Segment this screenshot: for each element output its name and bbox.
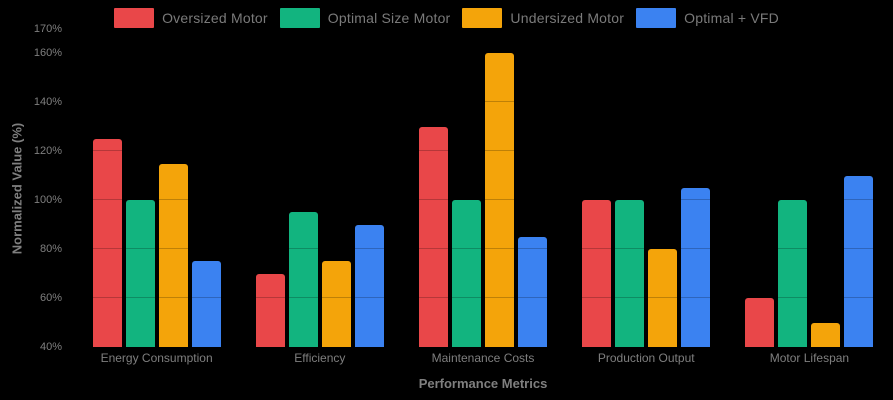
x-axis-title: Performance Metrics — [418, 376, 548, 391]
bar-group-motor-lifespan — [728, 29, 891, 347]
legend-swatch-optimal-size-motor — [279, 8, 320, 28]
bar-undersized-motor-efficiency[interactable] — [321, 261, 351, 347]
legend-label: Undersized Motor — [510, 10, 625, 26]
bar-optimal-size-motor-efficiency[interactable] — [288, 212, 318, 347]
bar-undersized-motor-motor-lifespan[interactable] — [811, 322, 841, 347]
legend-swatch-optimal-vfd — [636, 8, 677, 28]
y-tick-label: 160% — [33, 47, 62, 60]
bar-optimal-vfd-motor-lifespan[interactable] — [844, 175, 874, 347]
bar-oversized-motor-energy-consumption[interactable] — [92, 139, 122, 347]
bar-optimal-vfd-efficiency[interactable] — [354, 224, 384, 347]
bar-undersized-motor-production-output[interactable] — [648, 249, 678, 347]
legend-item-optimal-vfd[interactable]: Optimal + VFD — [636, 8, 779, 28]
bar-group-production-output — [565, 29, 728, 347]
bar-oversized-motor-production-output[interactable] — [582, 200, 612, 347]
plot-area — [75, 28, 891, 347]
legend-label: Optimal + VFD — [684, 10, 779, 26]
bar-optimal-vfd-production-output[interactable] — [681, 188, 711, 347]
bar-groups — [75, 29, 891, 347]
bar-oversized-motor-maintenance-costs[interactable] — [419, 126, 448, 347]
legend-item-oversized-motor[interactable]: Oversized Motor — [114, 8, 268, 28]
bar-group-energy-consumption — [75, 29, 238, 347]
y-tick-label: 60% — [39, 292, 62, 305]
legend-item-optimal-size-motor[interactable]: Optimal Size Motor — [279, 8, 451, 28]
bar-oversized-motor-motor-lifespan[interactable] — [745, 298, 775, 347]
bar-optimal-size-motor-energy-consumption[interactable] — [125, 200, 155, 347]
y-tick-label: 100% — [33, 194, 62, 207]
x-axis-category-labels: Energy Consumption Efficiency Maintenance … — [75, 351, 891, 365]
y-tick-label: 140% — [33, 96, 62, 109]
y-tick-label: 170% — [33, 23, 62, 35]
x-category-label-production-output: Production Output — [597, 351, 695, 365]
chart-legend: Oversized Motor Optimal Size Motor Undersi… — [0, 8, 893, 28]
y-tick-label: 40% — [39, 341, 62, 353]
bar-undersized-motor-maintenance-costs[interactable] — [485, 53, 514, 347]
bar-optimal-vfd-maintenance-costs[interactable] — [518, 236, 547, 347]
bar-optimal-vfd-energy-consumption[interactable] — [191, 261, 221, 347]
bar-group-maintenance-costs — [401, 29, 564, 347]
x-category-label-motor-lifespan: Motor Lifespan — [769, 351, 850, 365]
legend-label: Optimal Size Motor — [327, 10, 451, 26]
x-category-label-energy-consumption: Energy Consumption — [100, 351, 213, 365]
legend-swatch-oversized-motor — [114, 8, 155, 28]
legend-swatch-undersized-motor — [462, 8, 503, 28]
y-axis-tick-labels: 40% 60% 80% 100% 120% 140% 160% 170% — [0, 23, 62, 353]
y-tick-label: 120% — [33, 145, 62, 158]
bar-optimal-size-motor-maintenance-costs[interactable] — [452, 200, 481, 347]
bar-optimal-size-motor-production-output[interactable] — [615, 200, 645, 347]
x-category-label-efficiency: Efficiency — [294, 351, 346, 365]
legend-label: Oversized Motor — [162, 10, 268, 26]
x-category-label-maintenance-costs: Maintenance Costs — [431, 351, 535, 365]
bar-group-efficiency — [238, 29, 401, 347]
bar-undersized-motor-energy-consumption[interactable] — [158, 163, 188, 347]
bar-oversized-motor-efficiency[interactable] — [255, 273, 285, 347]
legend-item-undersized-motor[interactable]: Undersized Motor — [462, 8, 624, 28]
bar-optimal-size-motor-motor-lifespan[interactable] — [778, 200, 808, 347]
y-tick-label: 80% — [39, 243, 62, 256]
